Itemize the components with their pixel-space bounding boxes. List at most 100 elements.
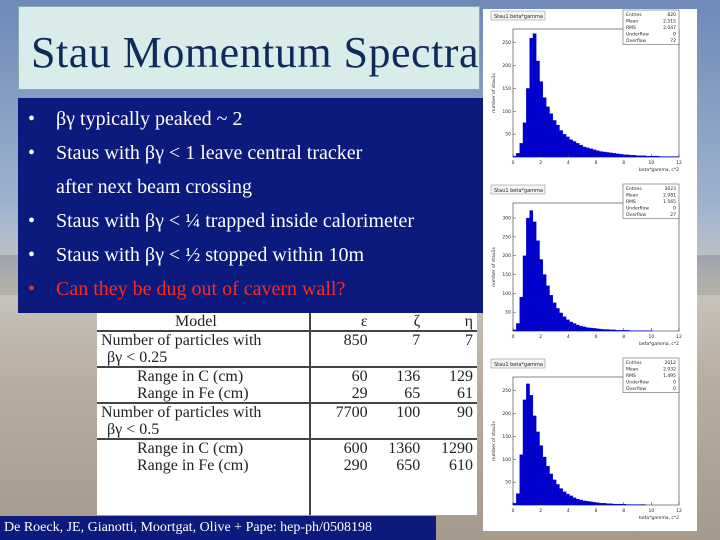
table-cell: Range in C (cm) [97,366,319,385]
y-tick-label: 200 [502,63,511,69]
table-cell: 290 [343,457,368,474]
histogram-bar [536,60,540,158]
stats-value: 72 [670,38,676,44]
y-tick-label: 50 [505,310,511,316]
histogram-bar [556,484,560,506]
y-tick-label: 150 [502,434,511,440]
histogram-bar [532,415,537,506]
histogram-bar [569,495,573,506]
y-tick-label: 50 [505,480,511,486]
histogram-bar [565,136,570,158]
histogram-bar [536,431,540,506]
histogram-bar [655,155,660,158]
histogram-bar [516,153,520,158]
table-cell: ζ [413,313,421,330]
histogram-bar [589,148,593,158]
y-tick-label: 100 [502,109,511,115]
histogram-bar [516,323,520,332]
histogram-bar [609,329,613,332]
x-tick-label: 12 [676,508,682,514]
bullet-marker: • [28,278,36,300]
stats-label: Mean [626,19,638,25]
histogram-bar [539,259,544,332]
histogram-bar [512,503,517,506]
x-tick-label: 4 [567,160,570,166]
y-tick-label: 150 [502,272,511,278]
x-tick-label: 6 [595,334,598,340]
table-cell: Number of particles with [97,402,319,421]
histogram-bar [622,330,627,332]
bullet-item: • Staus with βγ < 1 leave central tracker [28,142,362,165]
histogram-bar [526,217,530,332]
bullet-item: • Staus with βγ < ½ stopped within 10m [28,244,364,267]
table-cell: 7 [371,330,425,349]
histogram-bar [575,143,580,158]
table-cell: 610 [449,457,473,474]
bullet-text: Can they be dug out of cavern wall? [56,278,346,300]
histogram-bar [512,329,517,332]
bullet-panel: • βγ typically peaked ~ 2 • Staus with βγ … [18,98,492,313]
histogram-column: Stau1 beta*gamma Entries 820 Mean 2.515 RMS 2.… [483,9,697,531]
table-cell: βγ < 0.25 [107,349,168,366]
bullet-item: • βγ typically peaked ~ 2 [28,108,242,131]
histogram-bar [579,499,583,506]
stats-value: 2.032 [663,367,676,373]
stats-label: Underflow [626,206,649,212]
bullet-item: • Staus with βγ < ¼ trapped inside calori… [28,210,414,233]
histogram-bar [605,329,610,332]
stats-label: Entries [626,360,642,366]
stats-value: 0 [673,206,676,212]
y-tick-label: 300 [502,216,511,222]
histogram-panel-3: Stau1 beta*gamma Entries 2012 Mean 2.032 RMS 1… [483,357,697,527]
histogram-bar [526,88,530,158]
histogram-bar [526,383,530,506]
y-tick-label: 150 [502,86,511,92]
histogram-bar [556,308,560,332]
table-cell: 65 [404,385,421,402]
bullet-marker: • [28,210,36,232]
histogram-bar [619,330,623,332]
histogram-bar [582,326,587,332]
x-tick-label: 8 [622,334,625,340]
histogram-bar [556,124,560,158]
x-tick-label: 8 [622,160,625,166]
x-axis-label: beta*gamma, c*2 [639,167,679,173]
histogram-bar [609,152,613,158]
y-axis-label: number of stau1s [491,247,497,287]
histogram-bar [582,146,587,158]
histogram-bar [609,503,613,506]
histogram-bar [605,503,610,506]
histogram-bar [565,319,570,332]
bullet-marker: • [28,244,36,266]
bullet-text: Staus with βγ < ¼ trapped inside calorim… [56,210,414,232]
histogram-bar [645,155,650,158]
histogram-bar [512,155,517,158]
histogram-bar [619,154,623,158]
histogram-bar [559,312,563,332]
histogram-bar [585,327,590,332]
title-box [490,358,546,369]
x-tick-label: 10 [648,334,654,340]
histogram-bar [529,37,534,158]
table-cell: 136 [371,366,425,385]
x-tick-label: 12 [676,160,682,166]
x-tick-label: 0 [512,508,515,514]
histogram-bar [572,141,577,158]
histogram-bar [615,330,620,332]
histogram-bar [532,33,537,158]
histogram-bar [549,295,553,332]
table-cell: η [464,313,473,330]
stats-label: RMS [626,373,636,379]
y-tick-label: 250 [502,234,511,240]
table-cell: ε [360,313,368,330]
histogram-bar [648,155,653,158]
histogram-bar [572,497,577,506]
histogram-bar [519,296,524,332]
stats-value: 820 [667,12,676,18]
histogram-bar [532,221,537,332]
x-tick-label: 2 [539,334,542,340]
x-tick-label: 0 [512,160,515,166]
histogram-bar [559,488,563,506]
histogram-bar [569,139,573,158]
stats-value: 3023 [665,186,677,192]
